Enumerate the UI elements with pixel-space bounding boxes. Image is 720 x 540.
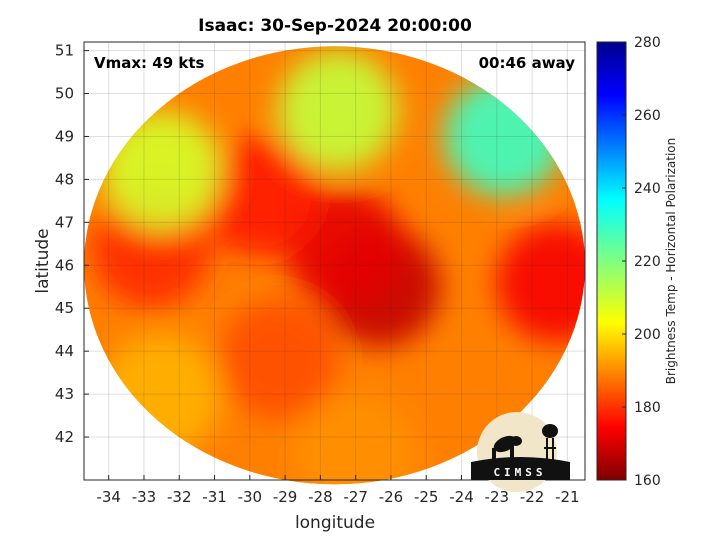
y-tick-label: 47 (55, 213, 74, 231)
colorbar-tick-label: 280 (634, 35, 661, 51)
heatmap-feature-north-edge (278, 50, 399, 171)
colorbar-tick-label: 200 (634, 327, 661, 343)
y-tick-label: 45 (55, 299, 74, 317)
colorbar: 160 180 200 220 240 260 280 Brightness Temp - … (596, 35, 678, 489)
grid-lines (84, 42, 585, 480)
satellite-dish-icon (492, 435, 522, 462)
y-axis-label: latitude (33, 228, 53, 293)
x-tick-label: -34 (96, 488, 121, 506)
colorbar-gradient (596, 41, 627, 481)
y-tick-label: 51 (55, 42, 74, 60)
colorbar-label: Brightness Temp - Horizontal Polarizatio… (664, 138, 678, 385)
x-tick-label: -30 (238, 488, 263, 506)
x-tick-label: -29 (273, 488, 298, 506)
colorbar-tick-label: 260 (634, 108, 661, 124)
x-axis-ticks: -34 -33 -32 -31 -30 -29 -28 -27 -26 -25 -24 -23 -22-… (96, 475, 580, 506)
x-tick-label: -26 (379, 488, 404, 506)
heatmap-feature-east-band (496, 222, 585, 343)
cimss-logo: CIMSS (471, 412, 570, 492)
colorbar-tick-label: 180 (634, 400, 661, 416)
colorbar-tick-label: 220 (634, 254, 661, 270)
x-tick-label: -21 (555, 488, 580, 506)
colorbar-tick-label: 240 (634, 181, 661, 197)
y-tick-label: 46 (55, 256, 74, 274)
heatmap-feature-south-band (218, 299, 339, 420)
time-away-annotation: 00:46 away (479, 54, 576, 72)
vmax-annotation: Vmax: 49 kts (94, 54, 204, 72)
heatmap-feature-northwest-edge (101, 110, 222, 231)
y-tick-label: 43 (55, 385, 74, 403)
heatmap-feature-north-band (200, 136, 321, 257)
x-tick-label: -28 (308, 488, 333, 506)
colorbar-ticks: 160 180 200 220 240 260 280 (622, 35, 661, 489)
logo-text: CIMSS (493, 466, 546, 479)
y-tick-label: 50 (55, 85, 74, 103)
y-tick-label: 48 (55, 170, 74, 188)
y-tick-label: 42 (55, 428, 74, 446)
x-axis-label: longitude (295, 513, 375, 533)
x-tick-label: -33 (132, 488, 157, 506)
y-tick-label: 49 (55, 127, 74, 145)
x-tick-label: -23 (485, 488, 510, 506)
y-tick-label: 44 (55, 342, 74, 360)
x-tick-label: -22 (520, 488, 545, 506)
x-tick-label: -31 (202, 488, 227, 506)
swath-heatmap (84, 46, 585, 485)
x-tick-label: -25 (414, 488, 439, 506)
x-tick-label: -27 (343, 488, 368, 506)
axes-box (83, 41, 586, 481)
x-tick-label: -24 (449, 488, 474, 506)
x-tick-label: -32 (167, 488, 192, 506)
colorbar-tick-label: 160 (634, 473, 661, 489)
y-axis-ticks: 42 43 44 45 46 47 48 49 50 51 (55, 42, 89, 446)
chart-title: Isaac: 30-Sep-2024 20:00:00 (198, 16, 472, 36)
water-tower-icon (542, 424, 558, 462)
